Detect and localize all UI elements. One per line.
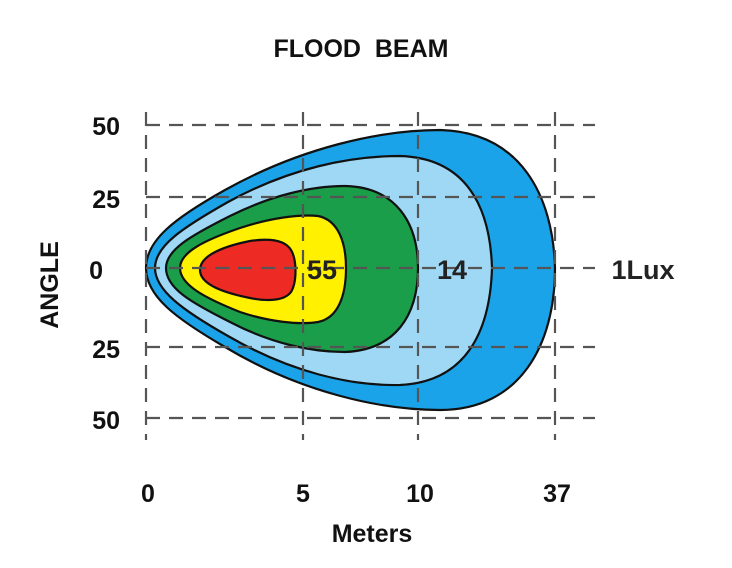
beam-zones xyxy=(144,128,557,412)
contour-label-1lux: 1Lux xyxy=(611,255,674,285)
contour-label-55: 55 xyxy=(307,255,337,285)
y-tick-labels: 50 25 0 25 50 xyxy=(89,113,120,435)
y-tick-label: 50 xyxy=(92,407,120,435)
x-tick-label: 10 xyxy=(406,480,434,508)
y-tick-label: 50 xyxy=(92,113,120,141)
chart-title: FLOOD BEAM xyxy=(274,35,449,63)
contour-labels: 55 14 1Lux xyxy=(307,255,675,285)
x-tick-label: 37 xyxy=(543,480,571,508)
contour-label-14: 14 xyxy=(437,255,467,285)
y-axis-label: ANGLE xyxy=(36,241,64,329)
grid xyxy=(144,112,595,440)
x-axis-label: Meters xyxy=(332,520,413,548)
zone-red xyxy=(198,238,297,302)
x-tick-labels: 0 5 10 37 xyxy=(141,480,571,508)
x-tick-label: 5 xyxy=(296,480,310,508)
y-tick-label: 25 xyxy=(92,186,120,214)
y-tick-label: 25 xyxy=(92,336,120,364)
y-tick-label: 0 xyxy=(89,257,103,285)
x-tick-label: 0 xyxy=(141,480,155,508)
